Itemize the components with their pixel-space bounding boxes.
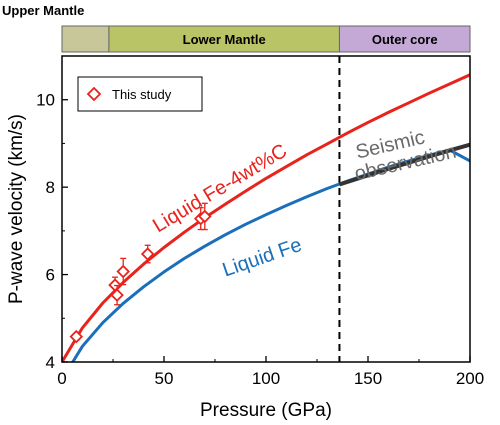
- region-label-lower-mantle: Lower Mantle: [183, 32, 266, 47]
- legend-marker-this-study: [86, 86, 102, 102]
- x-tick-label: 150: [354, 369, 382, 388]
- y-tick-label: 4: [46, 353, 55, 372]
- data-point-this-study: [198, 209, 212, 224]
- series-line-seismic-observation: [338, 142, 470, 187]
- data-point-this-study: [110, 288, 124, 302]
- data-point-this-study: [69, 329, 84, 344]
- region-band: Upper Mantle Lower Mantle Outer core: [2, 3, 471, 53]
- legend: This study: [77, 76, 203, 112]
- region-upper-mantle: [61, 25, 110, 53]
- series-line-liquid-fe-4wt-c: [62, 73, 470, 362]
- region-label-outer-core: Outer core: [372, 32, 438, 47]
- region-lower-mantle: [108, 25, 340, 53]
- data-point-this-study: [140, 247, 155, 261]
- label-liquid-fe-4wt-c: Liquid Fe-4wt%C: [149, 140, 291, 237]
- legend-label-this-study: This study: [112, 87, 172, 102]
- data-point-this-study: [116, 264, 130, 279]
- plot-area: [62, 56, 470, 362]
- region-outer-core: [338, 25, 471, 53]
- y-tick-label: 10: [36, 91, 55, 110]
- region-label-upper-mantle: Upper Mantle: [2, 3, 84, 18]
- x-axis-title: Pressure (GPa): [200, 400, 332, 421]
- x-tick-label: 100: [252, 369, 280, 388]
- x-tick-label: 0: [57, 369, 66, 388]
- x-tick-label: 50: [155, 369, 174, 388]
- y-tick-label: 6: [46, 266, 55, 285]
- label-liquid-fe: Liquid Fe: [220, 234, 305, 282]
- y-axis-title: P-wave velocity (km/s): [6, 114, 27, 304]
- y-tick-label: 8: [46, 178, 55, 197]
- axes: 0 50 100 150 200 4 6 8 10 Pressure (GPa) P-wave ve…: [6, 55, 484, 421]
- x-tick-label: 200: [456, 369, 484, 388]
